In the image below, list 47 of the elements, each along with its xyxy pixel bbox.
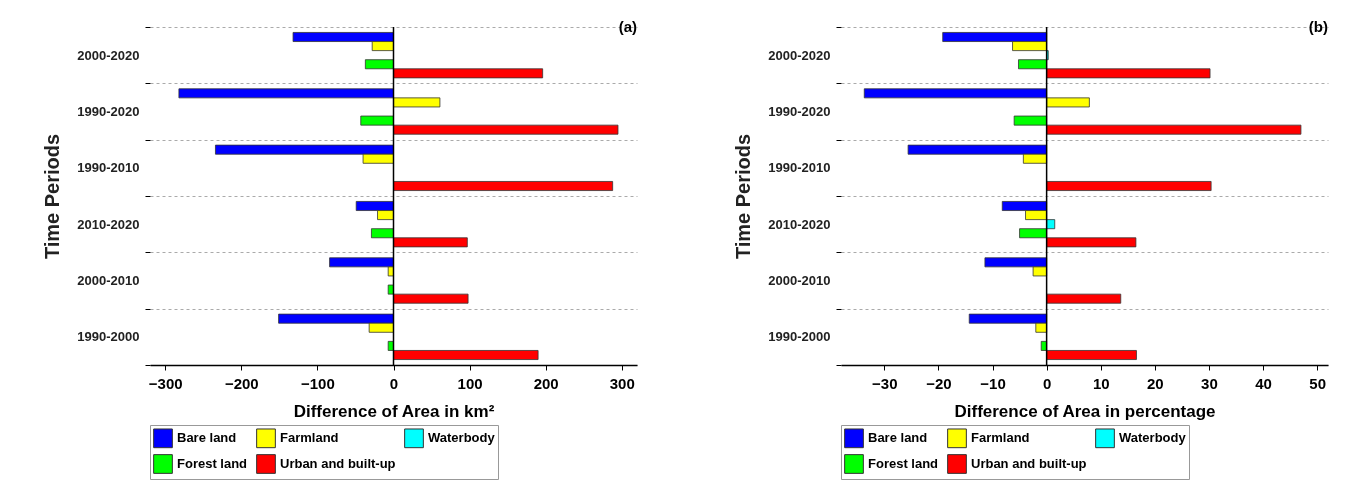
x-tick-label: 200 bbox=[533, 374, 559, 392]
legend-label: Urban and built-up bbox=[971, 456, 1087, 471]
y-tick-label: 2000-2010 bbox=[768, 273, 831, 288]
legend-label: Forest land bbox=[868, 456, 939, 471]
legend-label: Waterbody bbox=[1119, 430, 1187, 446]
chart-title: (b) bbox=[1308, 18, 1328, 35]
x-axis-title: Difference of Area in km² bbox=[293, 401, 495, 421]
bar bbox=[1046, 293, 1122, 304]
x-tick-label: 30 bbox=[1201, 374, 1218, 392]
y-tick-label: 1990-2000 bbox=[77, 329, 140, 345]
x-tick-label: 300 bbox=[609, 374, 635, 392]
y-axis-title: Time Periods bbox=[732, 133, 755, 260]
legend-label: Farmland bbox=[971, 430, 1030, 446]
x-tick-label: −10 bbox=[980, 374, 1006, 392]
legend-label: Bare land bbox=[177, 430, 237, 446]
x-tick-label: 20 bbox=[1147, 374, 1164, 392]
bar bbox=[1046, 181, 1212, 191]
y-tick-label: 2010-2020 bbox=[768, 216, 831, 232]
y-tick-label: 1990-2020 bbox=[77, 104, 140, 119]
x-tick-label: −200 bbox=[224, 374, 259, 392]
legend-label: Urban and built-up bbox=[280, 456, 396, 471]
chart-title: (a) bbox=[618, 18, 637, 35]
y-tick-label: 1990-2000 bbox=[768, 329, 831, 345]
x-tick-label: 40 bbox=[1255, 374, 1272, 392]
x-tick-label: 10 bbox=[1092, 374, 1110, 392]
x-tick-label: 0 bbox=[1042, 374, 1052, 392]
x-axis-title: Difference of Area in percentage bbox=[954, 401, 1216, 421]
x-tick-label: −30 bbox=[872, 374, 898, 392]
y-tick-label: 1990-2010 bbox=[77, 160, 140, 176]
y-tick-label: 2000-2020 bbox=[768, 47, 831, 63]
x-tick-label: 100 bbox=[457, 374, 483, 392]
legend-label: Bare land bbox=[868, 430, 928, 446]
y-tick-label: 2000-2020 bbox=[77, 47, 140, 63]
legend-label: Forest land bbox=[177, 456, 248, 471]
x-tick-label: −300 bbox=[148, 374, 183, 392]
legend-label: Waterbody bbox=[428, 430, 496, 446]
y-axis-title: Time Periods bbox=[41, 133, 64, 260]
y-tick-label: 1990-2010 bbox=[768, 160, 831, 176]
x-tick-label: 50 bbox=[1309, 374, 1327, 392]
y-tick-label: 2000-2010 bbox=[77, 273, 140, 288]
y-tick-label: 2010-2020 bbox=[77, 216, 140, 232]
bar bbox=[393, 181, 614, 191]
legend-label: Farmland bbox=[280, 430, 339, 446]
y-tick-label: 1990-2020 bbox=[768, 104, 831, 119]
x-tick-label: −20 bbox=[926, 374, 952, 392]
x-tick-label: 0 bbox=[389, 374, 399, 392]
x-tick-label: −100 bbox=[301, 374, 335, 392]
